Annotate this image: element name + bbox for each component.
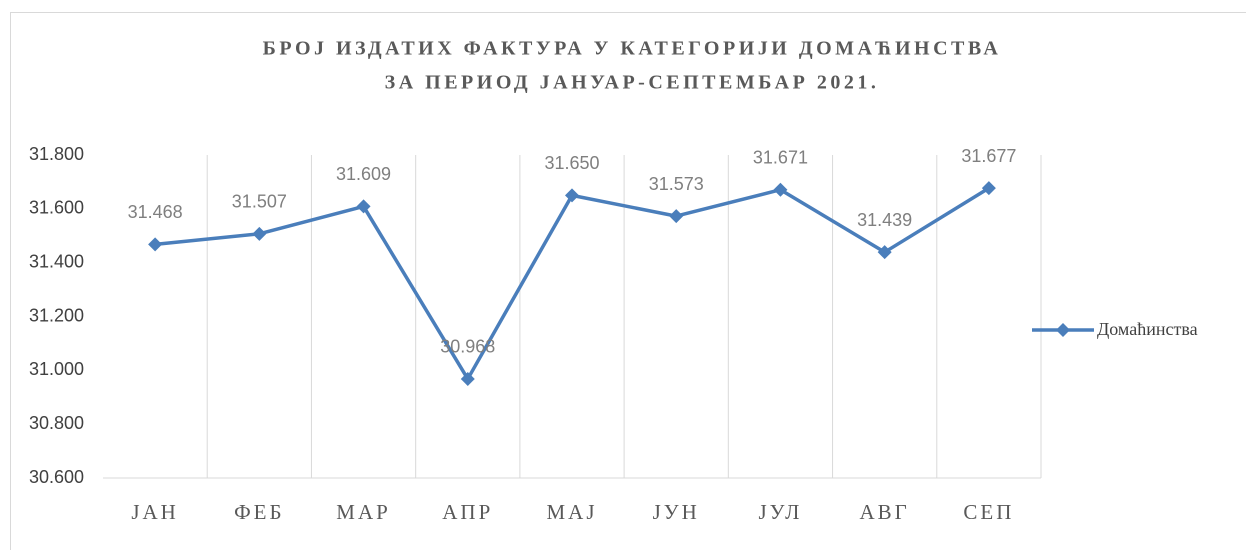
marker xyxy=(356,199,371,214)
data-label: 31.650 xyxy=(544,153,599,173)
legend-label: Домаћинства xyxy=(1097,319,1198,339)
data-label: 30.968 xyxy=(440,337,495,357)
chart-title: ЗА ПЕРИОД ЈАНУАР-СЕПТЕМБАР 2021. xyxy=(385,72,880,94)
legend-marker xyxy=(1056,323,1070,337)
x-tick-label: ФЕБ xyxy=(234,500,284,524)
x-tick-label: АВГ xyxy=(860,500,910,524)
x-tick-label: АПР xyxy=(442,500,493,524)
marker xyxy=(565,188,579,203)
y-tick-label: 31.800 xyxy=(29,144,84,164)
chart-title: БРОЈ ИЗДАТИХ ФАКТУРА У КАТЕГОРИЈИ ДОМАЋИ… xyxy=(263,38,1002,60)
marker xyxy=(148,237,163,252)
data-label: 31.468 xyxy=(128,202,183,222)
y-tick-label: 31.200 xyxy=(29,305,84,325)
x-tick-label: СЕП xyxy=(963,500,1014,524)
y-tick-label: 30.800 xyxy=(29,413,84,433)
y-tick-label: 31.400 xyxy=(29,251,84,271)
x-tick-label: МАР xyxy=(336,500,391,524)
marker xyxy=(252,226,267,241)
x-tick-label: МАЈ xyxy=(546,500,597,524)
marker xyxy=(773,182,788,197)
data-label: 31.671 xyxy=(753,147,808,167)
x-tick-label: ЈУН xyxy=(653,500,700,524)
x-tick-label: ЈАН xyxy=(131,500,179,524)
data-label: 31.609 xyxy=(336,164,391,184)
x-tick-label: ЈУЛ xyxy=(758,500,802,524)
data-label: 31.507 xyxy=(232,192,287,212)
y-tick-label: 31.000 xyxy=(29,359,84,379)
marker xyxy=(981,181,996,196)
data-label: 31.573 xyxy=(649,174,704,194)
y-tick-label: 30.600 xyxy=(29,467,84,487)
marker xyxy=(460,371,475,386)
data-label: 31.439 xyxy=(857,210,912,230)
chart-frame xyxy=(10,12,1246,550)
marker xyxy=(877,245,892,260)
data-label: 31.677 xyxy=(961,146,1016,166)
marker xyxy=(669,209,684,224)
y-tick-label: 31.600 xyxy=(29,198,84,218)
